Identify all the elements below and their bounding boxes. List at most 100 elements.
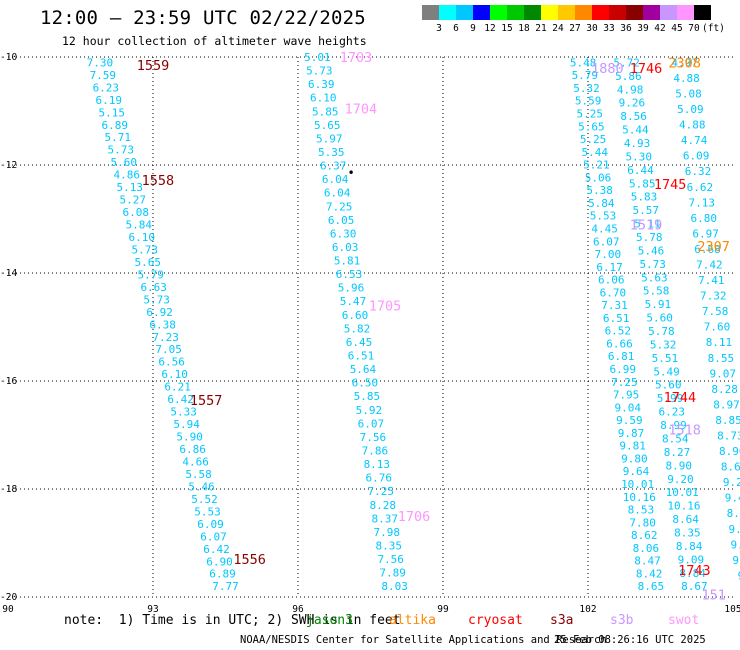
wave-height-value: 5.46 xyxy=(638,244,665,257)
wave-height-value: 6.04 xyxy=(324,187,351,200)
wave-height-value: 6.45 xyxy=(346,336,373,349)
wave-height-value: 9.64 xyxy=(623,465,650,478)
wave-height-value: 5.30 xyxy=(626,150,653,163)
wave-height-value: 7.42 xyxy=(696,258,723,271)
wave-height-value: 5.84 xyxy=(588,197,615,210)
wave-height-value: 8.97 xyxy=(713,398,740,411)
longitude-tick-label: 99 xyxy=(437,604,449,615)
color-scale-label: 30 xyxy=(586,23,598,34)
wave-height-value: 7.30 xyxy=(87,56,114,69)
wave-height-value: 9.20 xyxy=(667,473,694,486)
wave-height-value: 5.94 xyxy=(173,418,200,431)
color-scale-swatch xyxy=(694,5,711,20)
wave-height-value: 5.65 xyxy=(134,256,161,269)
wave-height-value: 4.74 xyxy=(681,134,708,147)
wave-height-value: 5.57 xyxy=(633,204,660,217)
color-scale-legend: 3 6 9 12 15 18 21 24 27 30 33 36 39 42 45 70 (ft) xyxy=(422,5,740,35)
color-scale-label: 42 xyxy=(654,23,666,34)
wave-height-value: 5.53 xyxy=(194,505,221,518)
wave-height-value: 5.78 xyxy=(636,231,663,244)
wave-height-value: 5.85 xyxy=(312,105,339,118)
wave-height-value: 6.89 xyxy=(102,119,129,132)
wave-height-value: 5.25 xyxy=(577,108,604,121)
color-scale-swatch xyxy=(677,5,694,20)
wave-height-value: 5.65 xyxy=(314,119,341,132)
wave-height-value: 5.82 xyxy=(344,322,371,335)
wave-height-value: 5.32 xyxy=(650,338,677,351)
wave-height-value: 7.60 xyxy=(704,321,731,334)
wave-height-value: 5.72 xyxy=(613,56,640,69)
wave-height-value: 6.03 xyxy=(332,241,359,254)
wave-height-value: 5.38 xyxy=(586,184,613,197)
wave-height-value: 4.98 xyxy=(617,83,644,96)
page-title: 12:00 — 23:59 UTC 02/22/2025 xyxy=(40,7,366,29)
wave-height-value: 8.54 xyxy=(662,432,689,445)
wave-height-value: 5.64 xyxy=(350,363,377,376)
wave-height-value: 4.97 xyxy=(671,56,698,69)
wave-height-value: 5.65 xyxy=(578,120,605,133)
wave-height-value: 6.89 xyxy=(209,568,236,581)
pass-number-label: 1745 xyxy=(654,177,687,193)
wave-height-value: 8.84 xyxy=(676,540,703,553)
wave-height-value: 5.44 xyxy=(581,146,608,159)
mission-legend-swot: swot xyxy=(668,613,700,628)
wave-height-value: 8.53 xyxy=(628,504,655,517)
wave-height-value: 5.73 xyxy=(143,293,170,306)
longitude-tick-label: 90 xyxy=(2,604,14,615)
wave-height-value: 5.86 xyxy=(615,70,642,83)
pass-number-label: 1743 xyxy=(678,563,711,579)
mission-legend-s3a: s3a xyxy=(550,613,574,628)
pass-number-label: 1704 xyxy=(345,101,378,117)
wave-height-value: 7.56 xyxy=(377,553,404,566)
wave-height-value: 8.11 xyxy=(706,336,733,349)
wave-height-value: 8.64 xyxy=(672,513,699,526)
wave-height-value: 9.59 xyxy=(616,414,643,427)
wave-height-value: 5.58 xyxy=(643,285,670,298)
wave-height-value: 6.32 xyxy=(685,165,712,178)
wave-height-value: 7.77 xyxy=(212,580,239,593)
color-scale-label: 18 xyxy=(518,23,530,34)
color-scale-label: 9 xyxy=(470,23,476,34)
color-scale-swatch xyxy=(643,5,660,20)
pass-number-label: 2307 xyxy=(697,239,730,255)
wave-height-value: 7.23 xyxy=(152,331,179,344)
wave-height-value: 5.15 xyxy=(99,106,126,119)
wave-height-value: 9.48 xyxy=(725,492,740,505)
pass-number-label: 1744 xyxy=(664,390,697,406)
wave-height-value: 9.09 xyxy=(678,553,705,566)
mission-legend-altika: altika xyxy=(389,613,436,628)
color-scale-swatch xyxy=(592,5,609,20)
wave-height-value: 6.07 xyxy=(358,417,385,430)
wave-height-value: 5.73 xyxy=(108,144,135,157)
color-scale-swatch xyxy=(490,5,507,20)
wave-height-value: 4.66 xyxy=(182,455,209,468)
latitude-tick-label: -10 xyxy=(0,52,17,63)
wave-height-value: 10.16 xyxy=(623,491,656,504)
wave-height-value: 6.37 xyxy=(320,160,347,173)
wave-height-value: 6.08 xyxy=(122,206,149,219)
pass-number-label: 1558 xyxy=(142,173,175,189)
wave-height-value: 8.67 xyxy=(681,580,708,593)
wave-height-value: 6.07 xyxy=(593,235,620,248)
color-scale-label: 12 xyxy=(484,23,496,34)
wave-height-value: 8.96 xyxy=(719,445,740,458)
latitude-tick-label: -18 xyxy=(0,484,17,495)
wave-height-value: 9.28 xyxy=(723,476,740,489)
wave-height-value: 8.37 xyxy=(372,512,399,525)
wave-height-value: 6.97 xyxy=(692,227,719,240)
wave-height-value: 8.62 xyxy=(721,461,740,474)
color-scale-swatch xyxy=(609,5,626,20)
pass-number-label: 2308 xyxy=(668,55,701,71)
footer-note: note: 1) Time is in UTC; 2) SWH is in fe… xyxy=(64,613,401,628)
wave-height-value: 6.81 xyxy=(608,350,635,363)
wave-height-value: 6.44 xyxy=(627,164,654,177)
wave-height-value: 4.86 xyxy=(114,169,141,182)
wave-height-value: 6.30 xyxy=(330,227,357,240)
wave-height-value: 8.90 xyxy=(665,459,692,472)
wave-height-value: 8.28 xyxy=(711,383,738,396)
wave-height-value: 5.79 xyxy=(137,268,164,281)
wave-height-value: 5.63 xyxy=(641,271,668,284)
wave-height-value: 5.33 xyxy=(170,406,197,419)
wave-height-value: 7.13 xyxy=(689,196,716,209)
